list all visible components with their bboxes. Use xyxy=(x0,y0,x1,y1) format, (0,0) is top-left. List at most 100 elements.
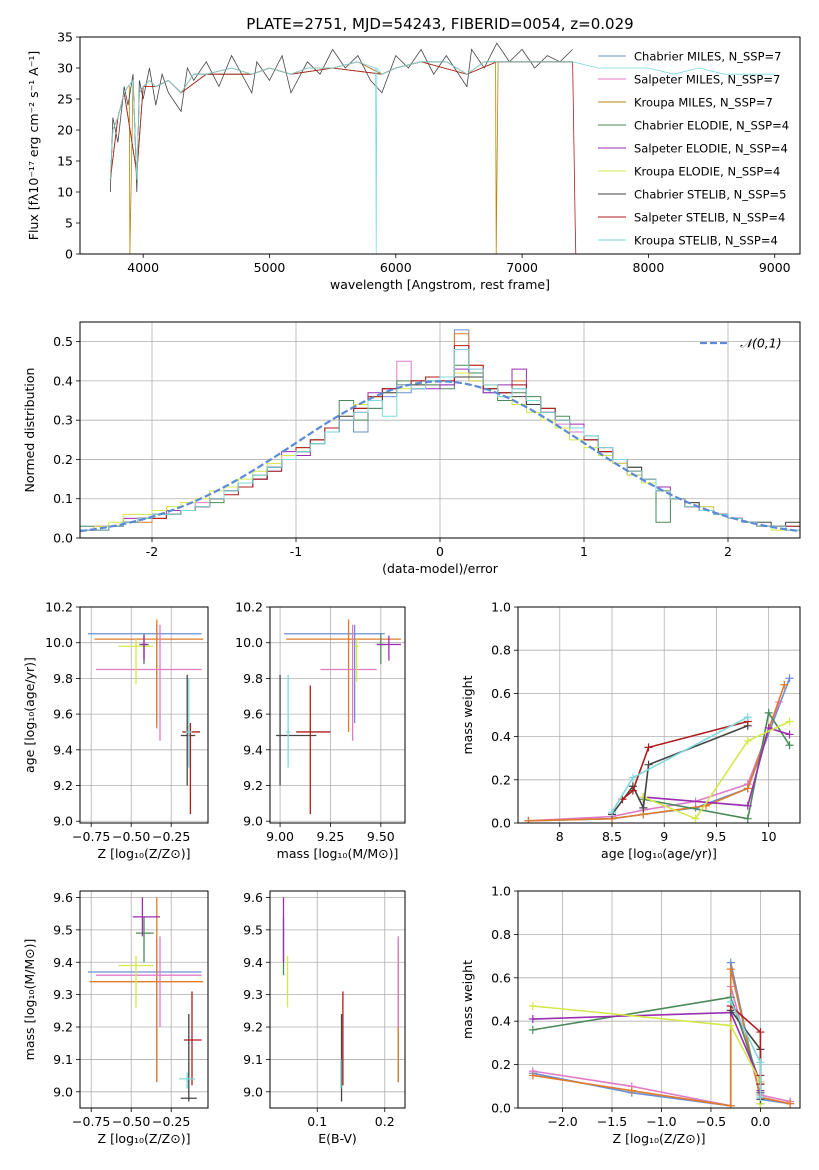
y-tick-label: 0.6 xyxy=(491,686,511,701)
legend-entry: Salpeter ELODIE, N_SSP=4 xyxy=(634,142,788,156)
series-marker xyxy=(691,814,700,823)
chart-spectrum: 4000 5000 6000 7000 8000 9000 0 5 10 15 20 25 30 35 wa… xyxy=(26,30,801,292)
plot-area xyxy=(88,897,204,1102)
series-marker xyxy=(785,730,794,739)
series-line xyxy=(109,61,573,180)
x-axis-label: (data-model)/error xyxy=(382,561,499,576)
x-axis-label: mass [log₁₀(M/M⊙)] xyxy=(277,846,399,861)
x-axis-label: Z [log₁₀(Z/Z⊙)] xyxy=(613,1131,706,1146)
x-tick-label: −0.50 xyxy=(112,1114,150,1129)
series-line xyxy=(643,726,790,807)
y-tick-label: 9.5 xyxy=(53,922,73,937)
chart-mass-weight-vs-Z: −2.0 −1.5 −1.0 −0.5 0.0 0.0 0.2 0.4 0.6 0.8 1.0 Z [… xyxy=(460,884,801,1146)
legend-entry: Chabrier ELODIE, N_SSP=4 xyxy=(634,119,789,133)
series-marker xyxy=(628,773,637,782)
x-tick-label: −1.5 xyxy=(597,1114,627,1129)
y-tick-label: 0.6 xyxy=(491,970,511,985)
series-marker xyxy=(528,1025,537,1034)
axes-frame xyxy=(269,606,406,824)
series-marker xyxy=(743,814,752,823)
y-tick-label: 0.4 xyxy=(491,729,511,744)
x-axis-label: wavelength [Angstrom, rest frame] xyxy=(330,277,550,292)
x-axis-label: age [log₁₀(age/yr)] xyxy=(601,846,717,861)
y-tick-label: 0.0 xyxy=(491,816,511,831)
y-tick-label: 9.0 xyxy=(243,814,263,829)
y-tick-label: 9.1 xyxy=(53,1052,73,1067)
x-tick-label: 1 xyxy=(580,544,588,559)
y-tick-label: 9.6 xyxy=(243,707,263,722)
y-tick-label: 9.8 xyxy=(243,671,263,686)
x-tick-label: 9.5 xyxy=(706,829,726,844)
y-tick-label: 9.3 xyxy=(243,987,263,1002)
y-tick-label: 9.6 xyxy=(53,707,73,722)
chart-age-vs-Z: −0.75 −0.50 −0.25 9.0 9.2 9.4 9.6 9.8 10.0 10.2 Z … xyxy=(22,600,209,861)
axes-frame xyxy=(517,890,801,1109)
plot-area xyxy=(276,619,401,815)
x-axis-label: Z [log₁₀(Z/Z⊙)] xyxy=(98,846,191,861)
series-marker xyxy=(628,786,637,795)
y-tick-label: 15 xyxy=(57,154,73,169)
axes-frame xyxy=(79,890,209,1109)
series-line xyxy=(109,61,577,254)
plot-area xyxy=(524,674,794,823)
axes-frame xyxy=(269,890,406,1109)
y-tick-label: 0.0 xyxy=(491,1101,511,1116)
y-tick-label: 0.1 xyxy=(53,491,73,506)
series-line xyxy=(532,968,791,1107)
series-marker xyxy=(785,717,794,726)
y-axis-label: Flux [fλ10⁻¹⁷ erg cm⁻² s⁻¹ A⁻¹] xyxy=(26,51,41,240)
series-marker xyxy=(726,965,735,974)
series-line xyxy=(109,61,573,180)
chart-residuals: -2 -1 0 1 2 0.0 0.1 0.2 0.3 0.4 0.5 (data-model)/er… xyxy=(22,321,801,576)
y-tick-label: 0.0 xyxy=(53,531,73,546)
chart-mass-vs-Z: −0.75 −0.50 −0.25 9.0 9.1 9.2 9.3 9.4 9.5 9.6 Z [l… xyxy=(22,890,209,1146)
y-tick-label: 20 xyxy=(57,123,73,138)
y-tick-label: 10.2 xyxy=(235,600,263,615)
series-line xyxy=(643,720,790,820)
plot-area xyxy=(88,619,204,815)
x-tick-label: 0 xyxy=(436,544,444,559)
series-marker xyxy=(786,1099,795,1108)
x-tick-label: 0.0 xyxy=(750,1114,770,1129)
series-line xyxy=(528,701,780,822)
series-marker xyxy=(743,784,752,793)
series-marker xyxy=(528,1015,537,1024)
series-marker xyxy=(627,1086,636,1095)
series-marker xyxy=(528,1071,537,1080)
x-tick-label: −0.75 xyxy=(72,1114,110,1129)
legend-entry: Kroupa MILES, N_SSP=7 xyxy=(634,96,773,110)
series-marker xyxy=(524,816,533,823)
y-tick-label: 9.4 xyxy=(243,742,263,757)
x-tick-label: 0.2 xyxy=(375,1114,395,1129)
x-tick-label: 9 xyxy=(660,829,668,844)
series-line xyxy=(109,61,573,254)
y-tick-label: 9.4 xyxy=(243,955,263,970)
y-tick-label: 9.0 xyxy=(53,814,73,829)
x-tick-label: −0.5 xyxy=(696,1114,726,1129)
y-tick-label: 0.5 xyxy=(53,334,73,349)
figure-title: PLATE=2751, MJD=54243, FIBERID=0054, z=0… xyxy=(246,15,633,33)
x-tick-label: 6000 xyxy=(380,260,412,275)
plot-area xyxy=(282,897,399,1102)
x-axis-label: Z [log₁₀(Z/Z⊙)] xyxy=(98,1131,191,1146)
legend-entry: Chabrier STELIB, N_SSP=5 xyxy=(634,188,786,202)
y-axis-label: mass weight xyxy=(460,960,475,1039)
series-line xyxy=(109,61,573,180)
x-tick-label: 8.5 xyxy=(602,829,622,844)
y-tick-label: 9.6 xyxy=(243,890,263,905)
x-tick-label: 9.25 xyxy=(317,829,345,844)
series-line xyxy=(109,61,573,180)
series-marker xyxy=(756,1058,765,1067)
x-tick-label: −2.0 xyxy=(547,1114,577,1129)
series-marker xyxy=(764,708,773,717)
y-tick-label: 10 xyxy=(57,185,73,200)
y-tick-label: 0.3 xyxy=(53,413,73,428)
series-marker xyxy=(528,1002,537,1011)
series-line xyxy=(611,716,749,813)
y-tick-label: 0.2 xyxy=(491,772,511,787)
y-tick-label: 9.1 xyxy=(243,1052,263,1067)
legend-entry: Kroupa ELODIE, N_SSP=4 xyxy=(634,165,780,179)
y-tick-label: 5 xyxy=(65,216,73,231)
y-tick-label: 0.4 xyxy=(53,373,73,388)
